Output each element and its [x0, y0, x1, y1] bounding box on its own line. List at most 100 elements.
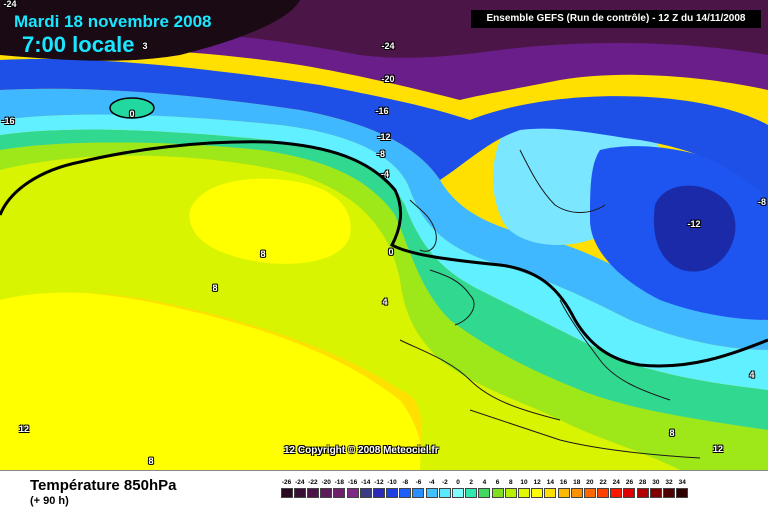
legend-cell: 6 [491, 478, 504, 508]
isotherm-label: 3 [142, 41, 148, 51]
legend-cell: -16 [346, 478, 359, 508]
legend-value: -26 [281, 479, 292, 486]
zero-isotherm [0, 140, 768, 368]
legend-swatch [320, 488, 333, 498]
legend-cell: 28 [636, 478, 649, 508]
legend-swatch [531, 488, 544, 498]
legend-cell: -2 [438, 478, 451, 508]
legend-value: 14 [546, 479, 554, 486]
temperature-map [0, 0, 768, 470]
isotherm-label: -24 [381, 41, 395, 51]
legend-value: -8 [402, 479, 409, 486]
legend-cell: -22 [306, 478, 319, 508]
isotherm-label: -20 [381, 74, 395, 84]
legend-swatch [649, 488, 662, 498]
legend-swatch [333, 488, 346, 498]
legend-value: -14 [361, 479, 371, 486]
legend-swatch [676, 488, 689, 498]
legend-value: 16 [559, 479, 568, 486]
field-title: Température 850hPa [30, 477, 177, 494]
isotherm-label: -12 [687, 219, 701, 229]
legend-value: 34 [678, 479, 686, 486]
isotherm-label: -8 [757, 197, 767, 207]
legend-swatch [386, 488, 399, 498]
legend-swatch [465, 488, 478, 498]
legend-cell: 30 [649, 478, 662, 508]
legend-swatch [425, 488, 438, 498]
band-minus8 [0, 88, 768, 351]
legend-cell: -14 [359, 478, 372, 508]
band-minus12-north [0, 59, 768, 200]
model-run-label: Ensemble GEFS (Run de contrôle) - 12 Z d… [471, 10, 761, 28]
isotherm-label: 12 [18, 424, 30, 434]
legend-value: 4 [482, 479, 487, 486]
legend-swatch [359, 488, 372, 498]
legend-swatch [280, 488, 293, 498]
isotherm-label: 8 [260, 249, 266, 259]
isotherm-label: -24 [3, 0, 17, 9]
legend-swatch [636, 488, 649, 498]
legend-cell: 0 [451, 478, 465, 508]
legend-swatch [583, 488, 596, 498]
legend-value: -18 [334, 479, 345, 486]
legend-cell: 2 [465, 478, 478, 508]
legend-value: 20 [586, 479, 594, 486]
warm-cell [189, 178, 351, 264]
isotherm-label: 4 [382, 297, 388, 307]
legend-value: 2 [469, 479, 474, 486]
legend-value: 8 [508, 479, 513, 486]
isotherm-label: -16 [375, 106, 389, 116]
legend-cell: -20 [320, 478, 333, 508]
cold-core-russia [653, 185, 736, 272]
legend-cell: 8 [504, 478, 517, 508]
band-12 [0, 291, 422, 470]
isotherm-label: 4 [749, 370, 755, 380]
legend-value: 30 [652, 479, 660, 486]
legend-swatch [478, 488, 491, 498]
forecast-date: Mardi 18 novembre 2008 [14, 12, 212, 31]
legend-cell: -6 [412, 478, 425, 508]
legend-swatch [544, 488, 557, 498]
legend-cell: 10 [517, 478, 530, 508]
legend-cell: 24 [610, 478, 623, 508]
legend-cell: 26 [623, 478, 636, 508]
legend-value: 24 [612, 479, 620, 486]
legend-value: 28 [639, 479, 647, 486]
legend-value: -2 [441, 479, 448, 486]
legend-value: -4 [428, 479, 435, 486]
band-0 [0, 129, 768, 431]
isotherm-label: 12 [712, 444, 724, 454]
isotherm-label: 0 [388, 247, 394, 257]
lead-time: (+ 90 h) [30, 495, 69, 507]
legend-swatch [491, 488, 504, 498]
legend-swatch [306, 488, 319, 498]
legend-cell: 32 [662, 478, 676, 508]
legend-swatch [399, 488, 412, 498]
legend-cell: 18 [570, 478, 583, 508]
legend-cell: -8 [399, 478, 412, 508]
legend-swatch [557, 488, 570, 498]
legend-cell: 22 [597, 478, 610, 508]
color-legend: -26 -24 -22 -20 -18 -16 -14 -12 -10 -8 -6 -4 -2 0 2 4 6 8… [280, 478, 689, 508]
isotherm-label: -12 [377, 132, 391, 142]
legend-swatch [372, 488, 385, 498]
isotherm-label: 8 [212, 283, 218, 293]
legend-value: 26 [625, 479, 634, 486]
legend-cell: -4 [425, 478, 438, 508]
legend-swatch [517, 488, 530, 498]
legend-swatch [610, 488, 623, 498]
legend-cell: 20 [583, 478, 596, 508]
legend-value: 22 [599, 479, 607, 486]
legend-value: -6 [415, 479, 422, 486]
isotherm-label: 0 [129, 109, 135, 119]
legend-value: 0 [456, 479, 460, 486]
legend-value: 32 [665, 479, 673, 486]
forecast-time: 7:00 locale [22, 32, 135, 57]
legend-cell: 14 [544, 478, 557, 508]
legend-swatch [438, 488, 451, 498]
legend-swatch [293, 488, 306, 498]
legend-cell: 4 [478, 478, 491, 508]
isotherm-label: -16 [1, 116, 15, 126]
band-8 [0, 155, 680, 470]
legend-value: -16 [347, 479, 358, 486]
